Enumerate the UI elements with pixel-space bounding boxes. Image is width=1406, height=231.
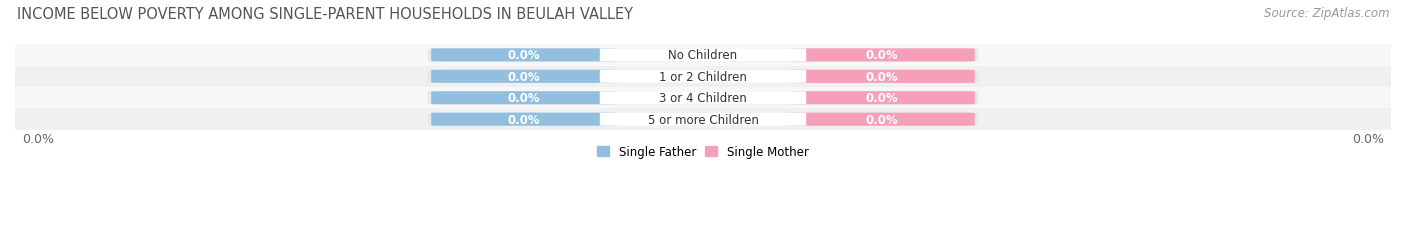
FancyBboxPatch shape xyxy=(427,49,979,62)
Text: 0.0%: 0.0% xyxy=(866,70,898,83)
Bar xyxy=(15,109,1391,130)
FancyBboxPatch shape xyxy=(789,70,974,83)
FancyBboxPatch shape xyxy=(427,113,979,126)
FancyBboxPatch shape xyxy=(600,49,806,62)
FancyBboxPatch shape xyxy=(432,70,617,83)
Text: 0.0%: 0.0% xyxy=(22,132,53,145)
Text: 0.0%: 0.0% xyxy=(508,92,540,105)
FancyBboxPatch shape xyxy=(789,113,974,126)
FancyBboxPatch shape xyxy=(427,70,979,84)
FancyBboxPatch shape xyxy=(427,92,979,105)
Bar xyxy=(15,45,1391,66)
Bar xyxy=(15,66,1391,88)
Text: No Children: No Children xyxy=(668,49,738,62)
FancyBboxPatch shape xyxy=(789,92,974,105)
Text: 0.0%: 0.0% xyxy=(866,49,898,62)
FancyBboxPatch shape xyxy=(432,49,617,62)
Text: 0.0%: 0.0% xyxy=(508,113,540,126)
Bar xyxy=(15,88,1391,109)
Legend: Single Father, Single Mother: Single Father, Single Mother xyxy=(593,140,813,163)
Text: 0.0%: 0.0% xyxy=(508,49,540,62)
Text: 0.0%: 0.0% xyxy=(866,92,898,105)
FancyBboxPatch shape xyxy=(432,92,617,105)
FancyBboxPatch shape xyxy=(600,71,806,83)
Text: 0.0%: 0.0% xyxy=(1353,132,1384,145)
Text: Source: ZipAtlas.com: Source: ZipAtlas.com xyxy=(1264,7,1389,20)
Text: 5 or more Children: 5 or more Children xyxy=(648,113,758,126)
Text: 1 or 2 Children: 1 or 2 Children xyxy=(659,70,747,83)
Text: 0.0%: 0.0% xyxy=(866,113,898,126)
Text: 0.0%: 0.0% xyxy=(508,70,540,83)
Text: INCOME BELOW POVERTY AMONG SINGLE-PARENT HOUSEHOLDS IN BEULAH VALLEY: INCOME BELOW POVERTY AMONG SINGLE-PARENT… xyxy=(17,7,633,22)
FancyBboxPatch shape xyxy=(789,49,974,62)
FancyBboxPatch shape xyxy=(432,113,617,126)
FancyBboxPatch shape xyxy=(600,92,806,105)
FancyBboxPatch shape xyxy=(600,113,806,126)
Text: 3 or 4 Children: 3 or 4 Children xyxy=(659,92,747,105)
